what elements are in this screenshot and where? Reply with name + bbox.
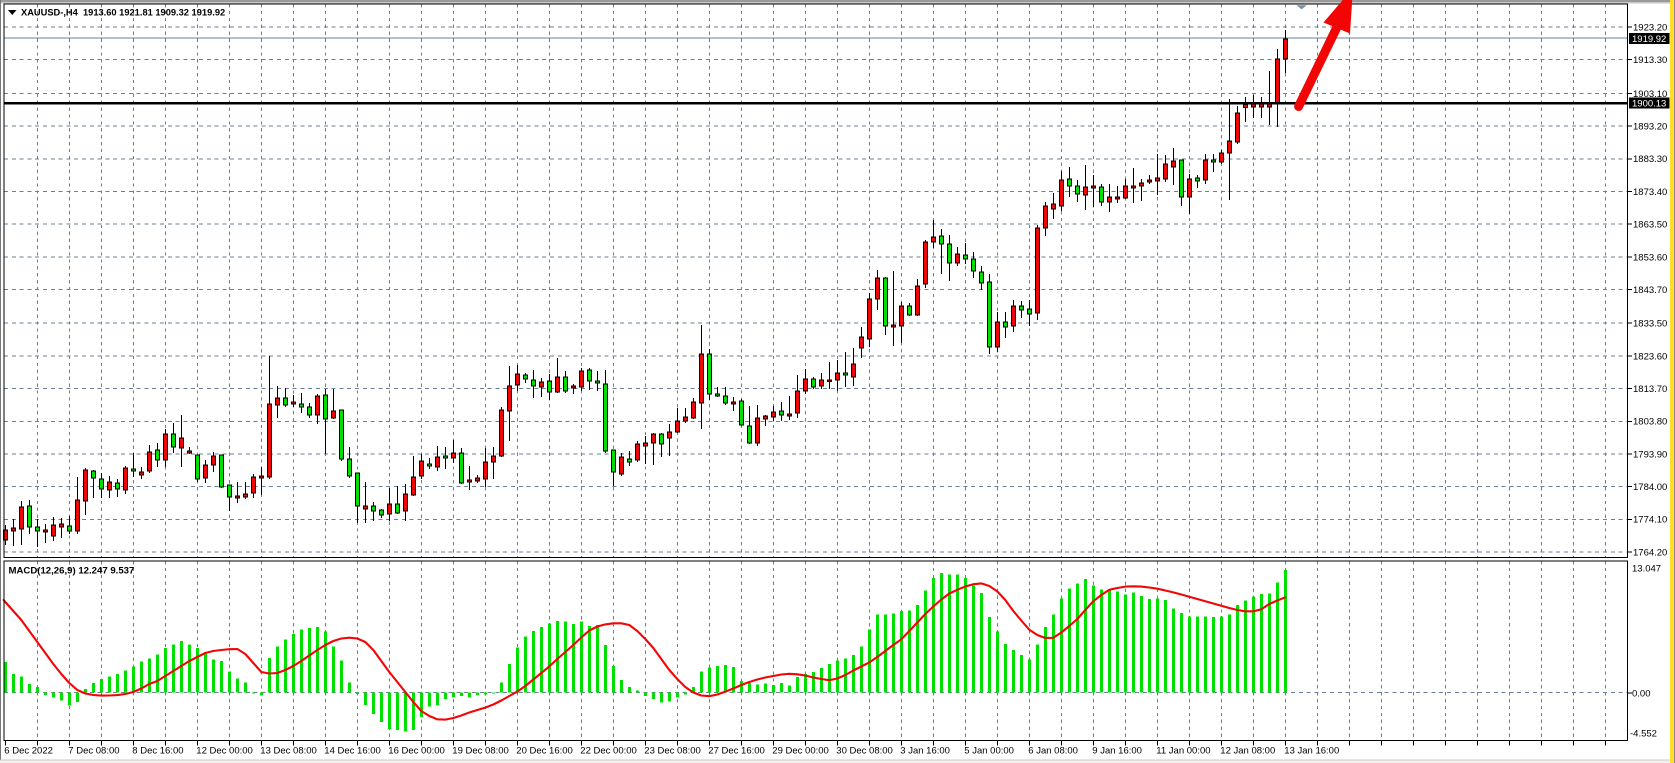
svg-text:27 Dec 16:00: 27 Dec 16:00 — [708, 746, 765, 757]
svg-text:23 Dec 08:00: 23 Dec 08:00 — [644, 746, 701, 757]
svg-text:1919.92: 1919.92 — [1632, 34, 1666, 45]
svg-text:5 Jan 00:00: 5 Jan 00:00 — [964, 746, 1014, 757]
svg-text:13.047: 13.047 — [1632, 564, 1661, 575]
svg-text:29 Dec 00:00: 29 Dec 00:00 — [772, 746, 829, 757]
svg-text:1863.50: 1863.50 — [1633, 220, 1667, 231]
svg-text:13 Jan 16:00: 13 Jan 16:00 — [1284, 746, 1339, 757]
svg-text:30 Dec 08:00: 30 Dec 08:00 — [836, 746, 893, 757]
svg-text:1793.90: 1793.90 — [1633, 449, 1667, 460]
svg-text:1774.10: 1774.10 — [1633, 515, 1667, 526]
svg-text:1843.70: 1843.70 — [1633, 285, 1667, 296]
svg-text:6 Jan 08:00: 6 Jan 08:00 — [1028, 746, 1078, 757]
svg-text:1893.20: 1893.20 — [1633, 122, 1667, 133]
svg-text:1803.80: 1803.80 — [1633, 417, 1667, 428]
svg-text:MACD(12,26,9) 12.247 9.537: MACD(12,26,9) 12.247 9.537 — [9, 566, 135, 577]
svg-text:1923.20: 1923.20 — [1633, 22, 1667, 33]
svg-text:11 Jan 00:00: 11 Jan 00:00 — [1156, 746, 1210, 757]
svg-text:-4.552: -4.552 — [1630, 729, 1657, 740]
svg-text:8 Dec 16:00: 8 Dec 16:00 — [132, 746, 183, 757]
svg-text:14 Dec 16:00: 14 Dec 16:00 — [324, 746, 381, 757]
svg-text:1853.60: 1853.60 — [1633, 252, 1667, 263]
svg-text:1873.40: 1873.40 — [1633, 187, 1667, 198]
svg-text:19 Dec 08:00: 19 Dec 08:00 — [452, 746, 509, 757]
svg-text:1813.70: 1813.70 — [1633, 384, 1667, 395]
svg-text:1883.30: 1883.30 — [1633, 154, 1667, 165]
svg-text:1784.00: 1784.00 — [1633, 482, 1667, 493]
svg-text:16 Dec 00:00: 16 Dec 00:00 — [388, 746, 445, 757]
svg-text:9 Jan 16:00: 9 Jan 16:00 — [1092, 746, 1142, 757]
svg-text:1900.13: 1900.13 — [1632, 99, 1666, 110]
svg-text:1913.30: 1913.30 — [1633, 55, 1667, 66]
svg-text:1903.10: 1903.10 — [1633, 89, 1667, 100]
svg-text:3 Jan 16:00: 3 Jan 16:00 — [900, 746, 950, 757]
svg-text:6 Dec 2022: 6 Dec 2022 — [4, 746, 53, 757]
svg-text:0.00: 0.00 — [1632, 688, 1651, 699]
svg-text:20 Dec 16:00: 20 Dec 16:00 — [516, 746, 573, 757]
svg-text:7 Dec 08:00: 7 Dec 08:00 — [68, 746, 119, 757]
svg-text:12 Dec 00:00: 12 Dec 00:00 — [196, 746, 253, 757]
svg-text:1823.60: 1823.60 — [1633, 351, 1667, 362]
svg-text:13 Dec 08:00: 13 Dec 08:00 — [260, 746, 317, 757]
svg-text:1764.20: 1764.20 — [1633, 547, 1667, 558]
svg-text:12 Jan 08:00: 12 Jan 08:00 — [1220, 746, 1275, 757]
svg-text:XAUUSD-,H4 1913.60 1921.81 19: XAUUSD-,H4 1913.60 1921.81 1909.32 1919.… — [21, 8, 225, 18]
svg-text:22 Dec 00:00: 22 Dec 00:00 — [580, 746, 637, 757]
svg-text:1833.50: 1833.50 — [1633, 319, 1667, 330]
